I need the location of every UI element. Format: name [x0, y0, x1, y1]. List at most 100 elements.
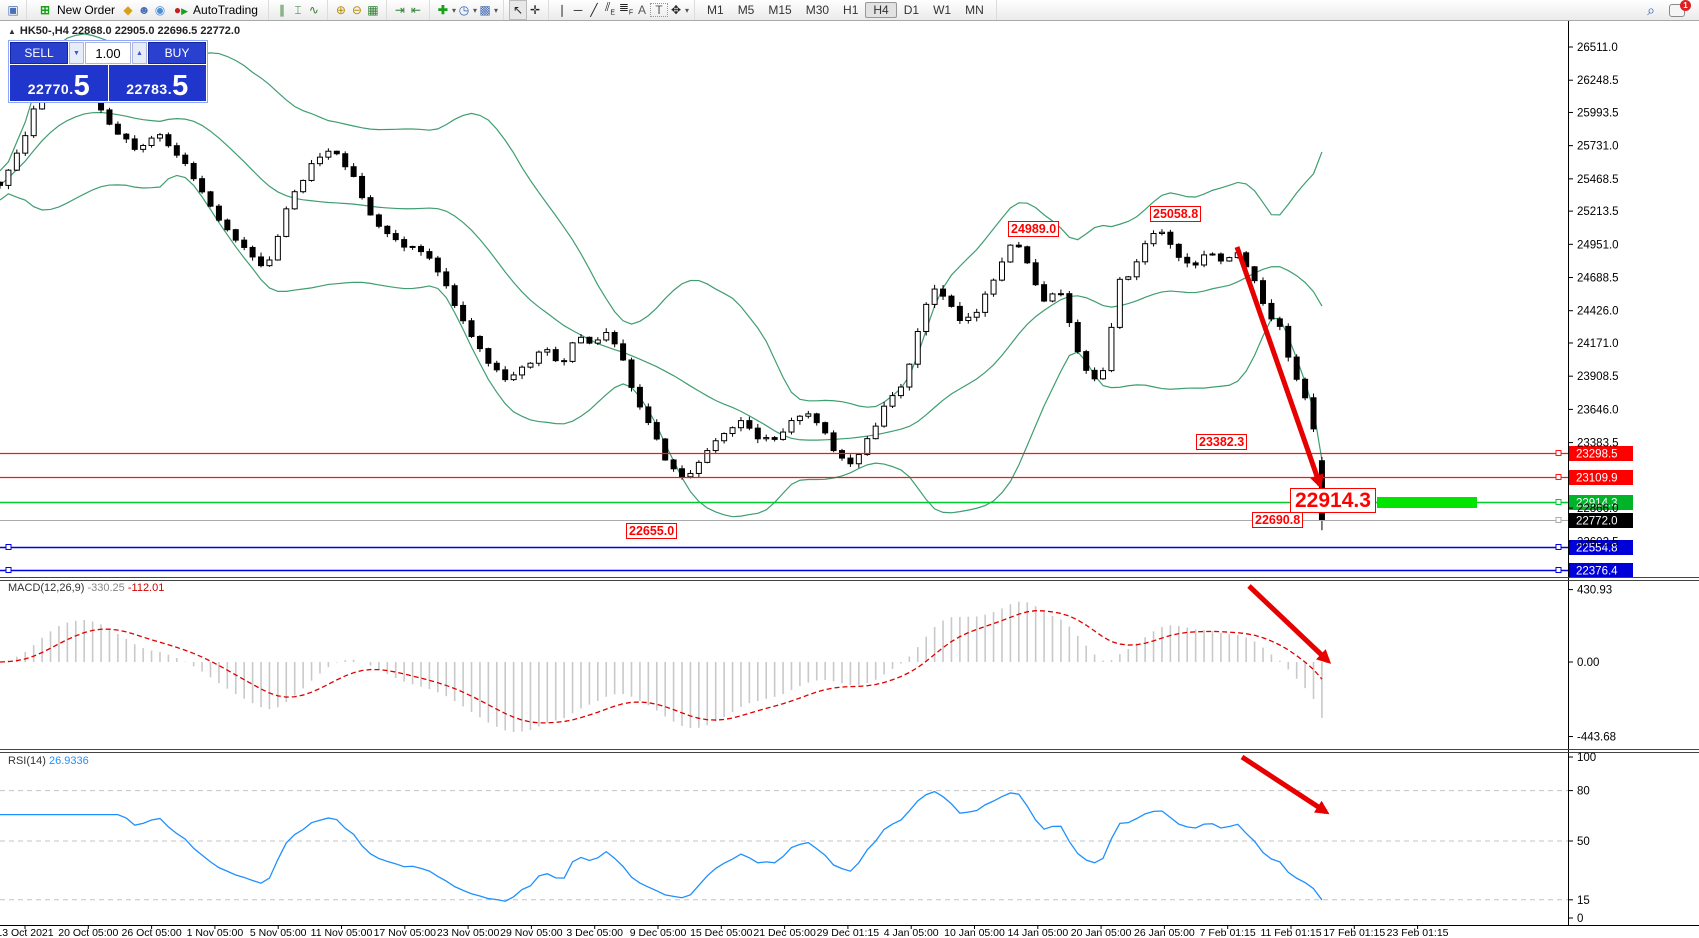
text-icon[interactable]: A — [637, 3, 646, 17]
chart-shift-icon[interactable]: ⇤ — [410, 3, 421, 17]
time-axis-label: 20 Oct 05:00 — [58, 927, 118, 938]
time-axis-label: 26 Oct 05:00 — [122, 927, 182, 938]
highlight-bar[interactable] — [1377, 497, 1477, 508]
time-axis-label: 15 Dec 05:00 — [690, 927, 753, 938]
svg-text:22914.3: 22914.3 — [1576, 498, 1618, 510]
text-label-icon[interactable]: T — [650, 3, 668, 17]
tab-timeframe-h4[interactable]: H4 — [865, 2, 897, 18]
time-axis-label: 3 Dec 05:00 — [566, 927, 623, 938]
main-toolbar: ▣ ⊞ New Order ◆ ☻ ◉ ●▶ AutoTrading ∥ ⌶ ∿… — [0, 0, 1699, 21]
volume-decrease-button[interactable]: ▼ — [69, 42, 84, 64]
rsi-indicator-label: RSI(14) 26.9336 — [8, 755, 89, 767]
sell-button[interactable]: SELL — [10, 42, 68, 64]
indicators-icon[interactable]: ✚ — [437, 3, 448, 17]
sell-price-display[interactable]: 22770. 5 — [10, 65, 108, 101]
templates-icon[interactable]: ▩ — [479, 3, 491, 17]
svg-text:25993.5: 25993.5 — [1577, 107, 1619, 119]
time-axis-label: 11 Nov 05:00 — [311, 927, 373, 938]
tab-timeframe-w1[interactable]: W1 — [933, 3, 952, 17]
time-axis-label: 5 Nov 05:00 — [250, 927, 307, 938]
time-axis-label: 7 Feb 01:15 — [1200, 927, 1256, 938]
svg-text:25468.5: 25468.5 — [1577, 174, 1619, 186]
svg-text:24171.0: 24171.0 — [1577, 338, 1619, 350]
svg-text:26248.5: 26248.5 — [1577, 75, 1619, 87]
tab-timeframe-m15[interactable]: M15 — [768, 3, 792, 17]
vertical-line-icon[interactable]: ❘ — [556, 3, 568, 17]
svg-text:430.93: 430.93 — [1577, 585, 1612, 597]
expert-advisors-icon[interactable]: ◆ — [123, 3, 133, 17]
svg-text:50: 50 — [1577, 836, 1590, 848]
price-axis[interactable]: 26511.0 26248.5 25993.5 25731.0 25468.5 25213… — [1568, 20, 1619, 925]
price-annotation[interactable]: 23382.3 — [1196, 434, 1248, 451]
time-axis[interactable]: 13 Oct 2021 20 Oct 05:00 26 Oct 05:00 1 Nov… — [0, 925, 1449, 938]
bar-chart-icon[interactable]: ∥ — [278, 3, 285, 17]
arrow-tools-icon[interactable]: ✥ — [670, 3, 682, 17]
notification-badge: 1 — [1680, 0, 1691, 11]
tab-timeframe-m5[interactable]: M5 — [737, 3, 755, 17]
chat-icon[interactable]: 1 — [1669, 0, 1691, 17]
time-axis-label: 17 Nov 05:00 — [374, 927, 437, 938]
crosshair-icon[interactable]: ✛ — [529, 3, 541, 17]
tab-timeframe-mn[interactable]: MN — [965, 3, 984, 17]
time-axis-label: 23 Nov 05:00 — [437, 927, 500, 938]
autotrading-icon: ●▶ — [173, 2, 189, 17]
fibonacci-icon[interactable]: ≣F — [618, 0, 634, 17]
equidistant-channel-icon[interactable]: ⫽E — [604, 0, 616, 17]
svg-text:25731.0: 25731.0 — [1577, 141, 1619, 153]
search-icon[interactable]: ⌕ — [1647, 2, 1655, 18]
trendline-icon[interactable]: ╱ — [590, 3, 598, 17]
zoom-in-icon[interactable]: ⊕ — [335, 3, 346, 17]
horizontal-line-icon[interactable]: ─ — [573, 3, 583, 17]
candlestick-chart-icon[interactable]: ⌶ — [294, 3, 302, 17]
arrow-tools-caret-icon[interactable]: ▾ — [685, 5, 690, 15]
tab-timeframe-m1[interactable]: M1 — [707, 3, 724, 17]
price-annotation[interactable]: 24989.0 — [1008, 221, 1060, 238]
svg-text:0: 0 — [1577, 913, 1583, 925]
time-axis-label: 29 Dec 01:15 — [817, 927, 880, 938]
tile-windows-icon[interactable]: ▦ — [367, 3, 379, 17]
svg-text:22602.5: 22602.5 — [1577, 536, 1619, 548]
price-annotation[interactable]: 22690.8 — [1252, 512, 1304, 529]
timeframe-group: M1 M5 M15 M30 H1 H4 D1 W1 MN — [695, 0, 997, 20]
svg-text:24951.0: 24951.0 — [1577, 239, 1619, 251]
indicators-caret-icon[interactable]: ▾ — [451, 5, 456, 15]
zoom-out-icon[interactable]: ⊖ — [351, 3, 362, 17]
time-axis-label: 21 Dec 05:00 — [753, 927, 816, 938]
tab-timeframe-h1[interactable]: H1 — [843, 3, 859, 17]
periods-icon[interactable]: ◷ — [458, 3, 470, 17]
price-annotation[interactable]: 25058.8 — [1150, 206, 1202, 223]
time-axis-label: 1 Nov 05:00 — [187, 927, 244, 938]
svg-text:22554.8: 22554.8 — [1576, 543, 1618, 555]
svg-text:23383.5: 23383.5 — [1577, 438, 1619, 450]
buy-price-display[interactable]: 22783. 5 — [108, 65, 206, 101]
community-icon[interactable]: ☻ — [137, 3, 151, 17]
buy-button[interactable]: BUY — [148, 42, 206, 64]
tab-timeframe-d1[interactable]: D1 — [903, 3, 920, 17]
svg-text:0.00: 0.00 — [1577, 657, 1599, 669]
signals-icon[interactable]: ◉ — [154, 3, 166, 17]
chart-window-icon[interactable]: ▣ — [7, 3, 19, 17]
svg-text:25213.5: 25213.5 — [1577, 206, 1619, 218]
periods-caret-icon[interactable]: ▾ — [472, 5, 477, 15]
horizontal-lines[interactable]: 23298.5 23109.9 22914.3 22772.0 22554.8 22376… — [0, 446, 1633, 578]
price-annotation[interactable]: 22655.0 — [626, 523, 678, 540]
volume-increase-button[interactable]: ▲ — [132, 42, 147, 64]
new-order-icon: ⊞ — [39, 3, 51, 17]
svg-text:22866.0: 22866.0 — [1577, 503, 1619, 515]
candles-layer — [0, 76, 1325, 531]
templates-caret-icon[interactable]: ▾ — [493, 5, 498, 15]
bollinger-bands — [0, 33, 1323, 518]
cursor-icon[interactable]: ↖ — [509, 0, 527, 20]
svg-text:80: 80 — [1577, 786, 1590, 798]
time-axis-label: 11 Feb 01:15 — [1260, 927, 1321, 938]
autotrading-button[interactable]: ●▶ AutoTrading — [168, 1, 263, 19]
price-annotation[interactable]: 22914.3 — [1290, 488, 1376, 514]
symbol-marker-icon: ▲ — [8, 27, 16, 36]
new-order-button[interactable]: ⊞ New Order — [32, 1, 120, 19]
auto-scroll-icon[interactable]: ⇥ — [394, 3, 405, 17]
volume-input[interactable] — [85, 42, 131, 64]
trend-arrows[interactable] — [1234, 246, 1332, 815]
line-chart-icon[interactable]: ∿ — [308, 3, 319, 17]
tab-timeframe-m30[interactable]: M30 — [805, 3, 830, 17]
